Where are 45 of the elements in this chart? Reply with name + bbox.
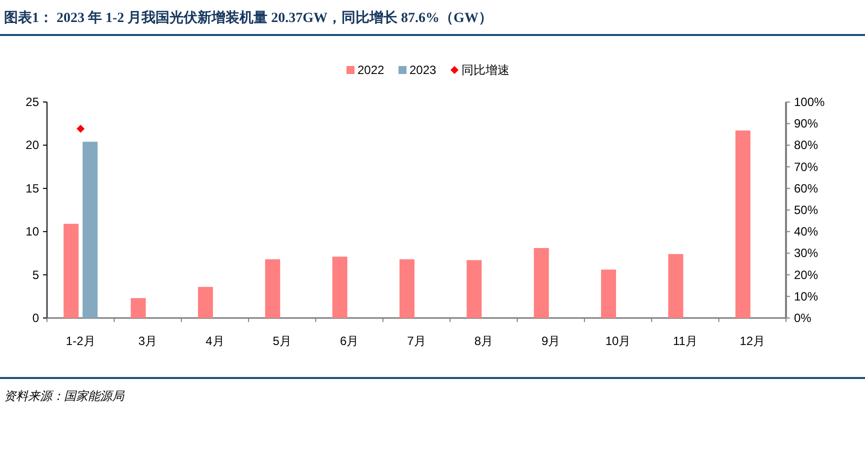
bar bbox=[64, 224, 79, 318]
bar bbox=[82, 142, 98, 318]
x-tick-label: 5月 bbox=[272, 334, 292, 348]
y2-tick-label: 10% bbox=[794, 289, 818, 304]
legend-label: 2023 bbox=[410, 63, 437, 77]
x-tick-label: 11月 bbox=[672, 334, 698, 348]
y-tick-label: 25 bbox=[26, 95, 40, 109]
bar bbox=[198, 286, 213, 318]
x-tick-label: 10月 bbox=[605, 334, 631, 348]
y2-tick-label: 80% bbox=[794, 138, 818, 152]
y-tick-label: 5 bbox=[32, 268, 40, 282]
bar bbox=[601, 270, 616, 318]
y-tick-label: 15 bbox=[26, 181, 40, 196]
x-tick-label: 9月 bbox=[542, 334, 560, 348]
y2-tick-label: 40% bbox=[794, 224, 818, 239]
bar bbox=[668, 254, 684, 318]
x-tick-label: 7月 bbox=[407, 334, 426, 348]
text: 资料来源：国家能源局 bbox=[4, 389, 125, 403]
x-tick-label: 8月 bbox=[474, 334, 494, 348]
y-tick-label: 20 bbox=[26, 138, 40, 152]
y2-tick-label: 0% bbox=[794, 311, 812, 325]
y2-tick-label: 30% bbox=[794, 246, 818, 260]
chart-title: 图表1： 2023 年 1-2 月我国光伏新增装机量 20.37GW，同比增长 87.6%（GW） bbox=[4, 9, 492, 26]
x-tick-label: 6月 bbox=[340, 334, 359, 348]
x-tick-label: 3月 bbox=[138, 334, 158, 348]
bar bbox=[400, 259, 414, 318]
y2-tick-label: 70% bbox=[794, 160, 818, 174]
y2-tick-label: 20% bbox=[794, 268, 818, 282]
bar bbox=[466, 260, 482, 318]
legend-label: 同比增速 bbox=[462, 63, 510, 77]
legend-label: 2022 bbox=[358, 63, 385, 77]
y2-tick-label: 50% bbox=[794, 203, 818, 217]
y2-tick-label: 90% bbox=[794, 116, 818, 131]
y-tick-label: 10 bbox=[26, 224, 40, 239]
y2-tick-label: 100% bbox=[794, 95, 826, 109]
bar bbox=[130, 298, 146, 318]
y2-tick-label: 60% bbox=[794, 181, 818, 196]
bar bbox=[332, 256, 348, 318]
bar bbox=[534, 248, 549, 318]
x-tick-label: 1-2月 bbox=[66, 334, 96, 348]
bar bbox=[265, 259, 280, 318]
bar bbox=[735, 130, 750, 318]
x-tick-label: 12月 bbox=[740, 334, 766, 348]
y-tick-label: 0 bbox=[32, 311, 40, 325]
x-tick-label: 4月 bbox=[206, 334, 224, 348]
